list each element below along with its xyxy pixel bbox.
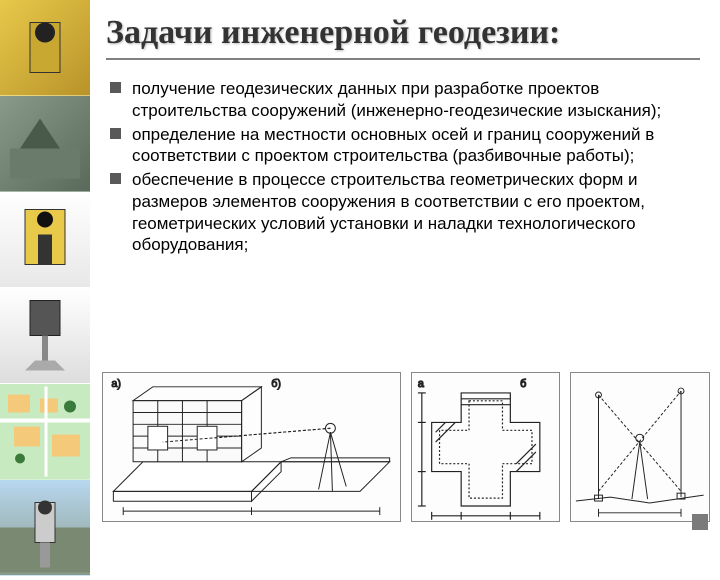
- bullet-item: определение на местности основных осей и…: [110, 124, 700, 168]
- sidebar-thumb-4: [0, 288, 90, 384]
- fig1-label-b: б): [271, 378, 281, 390]
- sidebar-thumb-3: [0, 192, 90, 288]
- main-content: Задачи инженерной геодезии: получение ге…: [90, 0, 720, 540]
- title-underline: [106, 58, 700, 60]
- figures-row: а) б): [102, 368, 710, 522]
- sidebar-image-strip: [0, 0, 90, 540]
- sidebar-thumb-5: [0, 384, 90, 480]
- figure-plan-cross: а б: [411, 372, 561, 522]
- fig2-label-b: б: [520, 378, 526, 390]
- bullet-list: получение геодезических данных при разра…: [106, 78, 700, 256]
- corner-decoration: [692, 514, 708, 530]
- bullet-item: обеспечение в процессе строительства гео…: [110, 169, 700, 256]
- figure-isometric-wall: а) б): [102, 372, 401, 522]
- fig2-label-a: а: [418, 378, 424, 390]
- slide-title: Задачи инженерной геодезии:: [106, 14, 700, 52]
- sidebar-thumb-2: [0, 96, 90, 192]
- sidebar-thumb-6: [0, 480, 90, 576]
- fig1-label-a: а): [111, 378, 121, 390]
- figure-setting-out: [570, 372, 710, 522]
- sidebar-thumb-1: [0, 0, 90, 96]
- bullet-item: получение геодезических данных при разра…: [110, 78, 700, 122]
